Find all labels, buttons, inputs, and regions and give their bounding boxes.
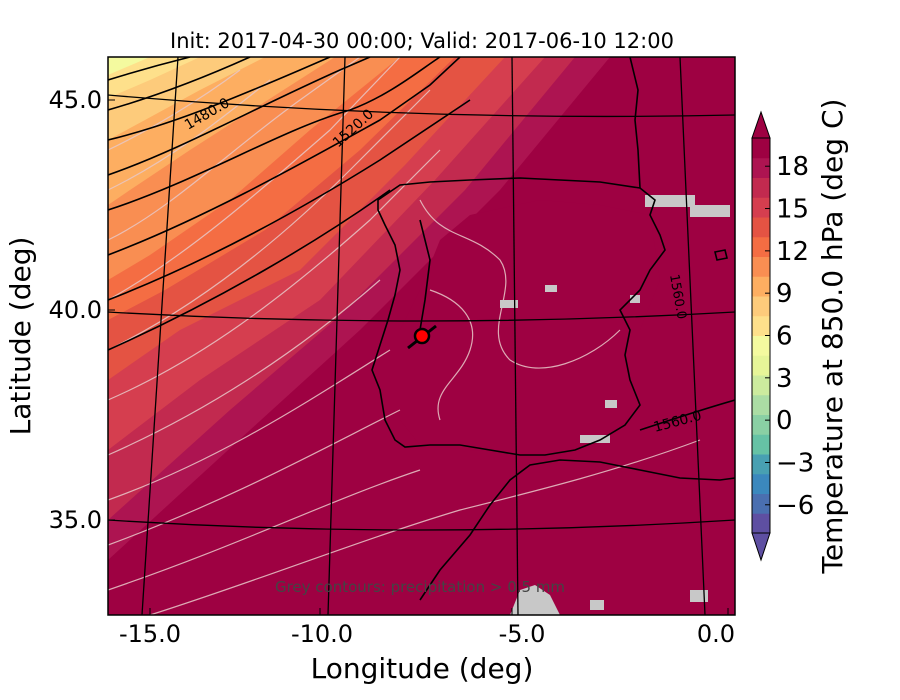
lat-45 bbox=[108, 94, 735, 118]
colorbar-tick-label: 9 bbox=[776, 279, 793, 309]
colorbar-swatch bbox=[752, 394, 770, 415]
precip-footnote: Grey contours: precipitation > 0.5 mm bbox=[275, 578, 565, 596]
lat-35 bbox=[108, 519, 735, 531]
map-frame bbox=[107, 56, 736, 616]
x-tick-label: -5.0 bbox=[499, 620, 546, 648]
africa-coastline bbox=[419, 459, 735, 601]
lon-0 bbox=[679, 57, 706, 615]
colorbar-tick-label: 15 bbox=[776, 195, 809, 225]
colorbar-swatch bbox=[752, 236, 770, 257]
colorbar-swatch bbox=[752, 454, 770, 475]
colorbar-swatch bbox=[752, 157, 770, 178]
colorbar-swatch bbox=[752, 138, 770, 159]
contour-1560 bbox=[639, 399, 735, 431]
temp-band-paleyellow bbox=[108, 57, 150, 75]
colorbar-swatch bbox=[752, 315, 770, 336]
map-title: Init: 2017-04-30 00:00; Valid: 2017-06-1… bbox=[170, 29, 674, 53]
graticule bbox=[108, 57, 735, 615]
colorbar-swatch bbox=[752, 177, 770, 198]
colorbar-swatches bbox=[752, 138, 770, 534]
lon-10 bbox=[327, 57, 346, 615]
x-axis-label: Longitude (deg) bbox=[311, 652, 534, 685]
lon-5 bbox=[511, 57, 519, 615]
colorbar-swatch bbox=[752, 256, 770, 277]
y-tick-label: 35.0 bbox=[49, 506, 102, 534]
colorbar-tick-label: 6 bbox=[776, 322, 793, 352]
balearic-1 bbox=[714, 249, 728, 261]
colorbar-swatch bbox=[752, 473, 770, 494]
precip-patches bbox=[500, 195, 730, 615]
colorbar-swatch bbox=[752, 335, 770, 356]
colorbar-swatch bbox=[752, 513, 770, 534]
colorbar-swatch bbox=[752, 296, 770, 317]
colorbar-swatch bbox=[752, 434, 770, 455]
colorbar-tick-label: −3 bbox=[776, 448, 814, 478]
x-axis: -15.0 -10.0 -5.0 0.0 Longitude (deg) bbox=[119, 608, 735, 685]
colorbar-swatch bbox=[752, 375, 770, 396]
x-tick-label: 0.0 bbox=[697, 620, 735, 648]
colorbar-swatch bbox=[752, 217, 770, 238]
colorbar-swatch bbox=[752, 414, 770, 435]
colorbar-swatch bbox=[752, 197, 770, 218]
colorbar-tick-label: 18 bbox=[776, 152, 809, 182]
y-axis-label: Latitude (deg) bbox=[4, 237, 37, 436]
land-hot-region bbox=[400, 200, 660, 455]
y-tick-label: 40.0 bbox=[49, 296, 102, 324]
colorbar-ticks: 18 15 12 9 6 3 0 −3 −6 bbox=[765, 152, 814, 521]
colorbar-swatch bbox=[752, 355, 770, 376]
colorbar-extend-bottom bbox=[751, 532, 771, 562]
lat-40 bbox=[108, 311, 735, 322]
colorbar-swatch bbox=[752, 493, 770, 514]
map-panel: 1480.0 1520.0 1560.0 1560.0 Grey contour… bbox=[108, 57, 735, 615]
coastlines bbox=[371, 57, 735, 601]
colorbar-swatch bbox=[752, 276, 770, 297]
colorbar-tick-label: 12 bbox=[776, 237, 809, 267]
station-marker bbox=[407, 324, 437, 350]
height-contours bbox=[108, 57, 735, 431]
iberia-coastline bbox=[371, 177, 666, 456]
y-tick-label: 45.0 bbox=[49, 86, 102, 114]
x-tick-label: -15.0 bbox=[119, 620, 181, 648]
colorbar: 18 15 12 9 6 3 0 −3 −6 Temperature at 850.0 hPa … bbox=[751, 99, 849, 575]
colorbar-label: Temperature at 850.0 hPa (deg C) bbox=[816, 99, 849, 575]
colorbar-tick-label: −6 bbox=[776, 491, 814, 521]
border-line bbox=[419, 219, 431, 331]
y-axis: 45.0 40.0 35.0 Latitude (deg) bbox=[4, 86, 115, 534]
france-coastline bbox=[629, 57, 641, 189]
colorbar-tick-label: 3 bbox=[776, 364, 793, 394]
colorbar-extend-top bbox=[751, 110, 771, 139]
isotherm-lines bbox=[108, 57, 701, 615]
colorbar-tick-label: 0 bbox=[776, 406, 793, 436]
x-tick-label: -10.0 bbox=[291, 620, 353, 648]
